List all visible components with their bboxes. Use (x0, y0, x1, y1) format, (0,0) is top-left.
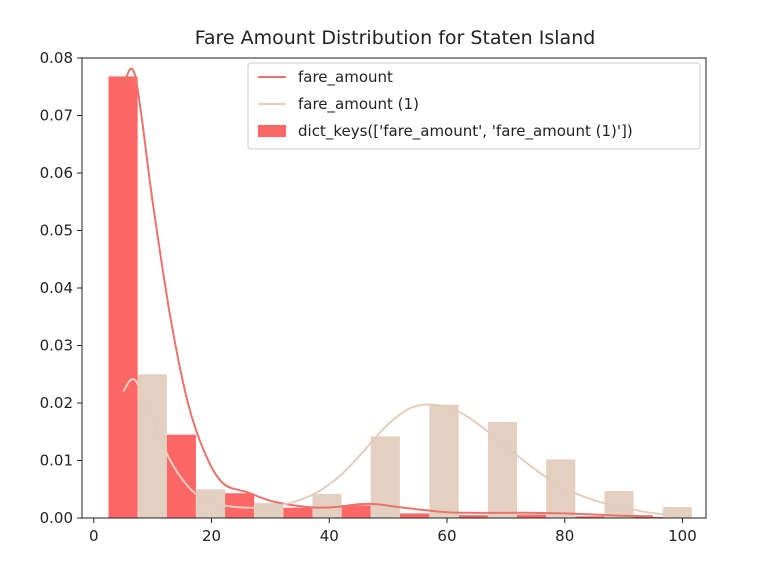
y-tick-label: 0.06 (40, 164, 73, 182)
y-tick-label: 0.01 (40, 452, 73, 470)
y-tick-label: 0.03 (40, 337, 73, 355)
x-tick-label: 20 (202, 527, 221, 545)
y-tick-label: 0.08 (40, 49, 73, 67)
bar-fare-amount (575, 516, 605, 518)
x-tick-label: 0 (89, 527, 99, 545)
bar-fare-amount-1 (662, 507, 692, 518)
bar-fare-amount-1 (487, 421, 518, 518)
bar-fare-amount-1 (429, 404, 459, 518)
y-tick-label: 0.07 (40, 107, 73, 125)
bar-fare-amount-1 (546, 459, 576, 518)
x-tick-label: 80 (555, 527, 574, 545)
bar-fare-amount (166, 434, 196, 519)
bar-fare-amount (517, 514, 547, 518)
legend-label: fare_amount (298, 68, 393, 87)
y-tick-label: 0.00 (40, 509, 73, 527)
chart-title: Fare Amount Distribution for Staten Isla… (195, 27, 596, 49)
legend-label: dict_keys(['fare_amount', 'fare_amount (… (298, 122, 633, 141)
kde-line-fare-amount-1 (122, 378, 665, 516)
legend-patch-swatch (258, 125, 286, 137)
y-tick-label: 0.05 (40, 222, 73, 240)
plot-area (108, 67, 692, 519)
bar-fare-amount (341, 505, 371, 518)
legend: fare_amount fare_amount (1) dict_keys(['fa… (247, 62, 701, 150)
y-tick-label: 0.04 (40, 279, 73, 297)
kde-line-fare-amount (122, 67, 654, 518)
legend-box (247, 62, 701, 150)
bar-fare-amount-1 (137, 374, 167, 518)
x-tick-label: 40 (320, 527, 339, 545)
bar-fare-amount (108, 76, 138, 519)
x-tick-label: 100 (668, 527, 697, 545)
x-tick-label: 60 (437, 527, 456, 545)
bar-fare-amount (283, 507, 313, 518)
bar-fare-amount (399, 513, 430, 518)
y-tick-label: 0.02 (40, 394, 73, 412)
axes: 0 20 40 60 80 100 0.00 0.01 0.02 0.03 0.04 0.05 0.06… (40, 49, 707, 545)
legend-label: fare_amount (1) (298, 95, 419, 114)
bar-fare-amount (633, 516, 663, 518)
bar-fare-amount (458, 515, 488, 519)
